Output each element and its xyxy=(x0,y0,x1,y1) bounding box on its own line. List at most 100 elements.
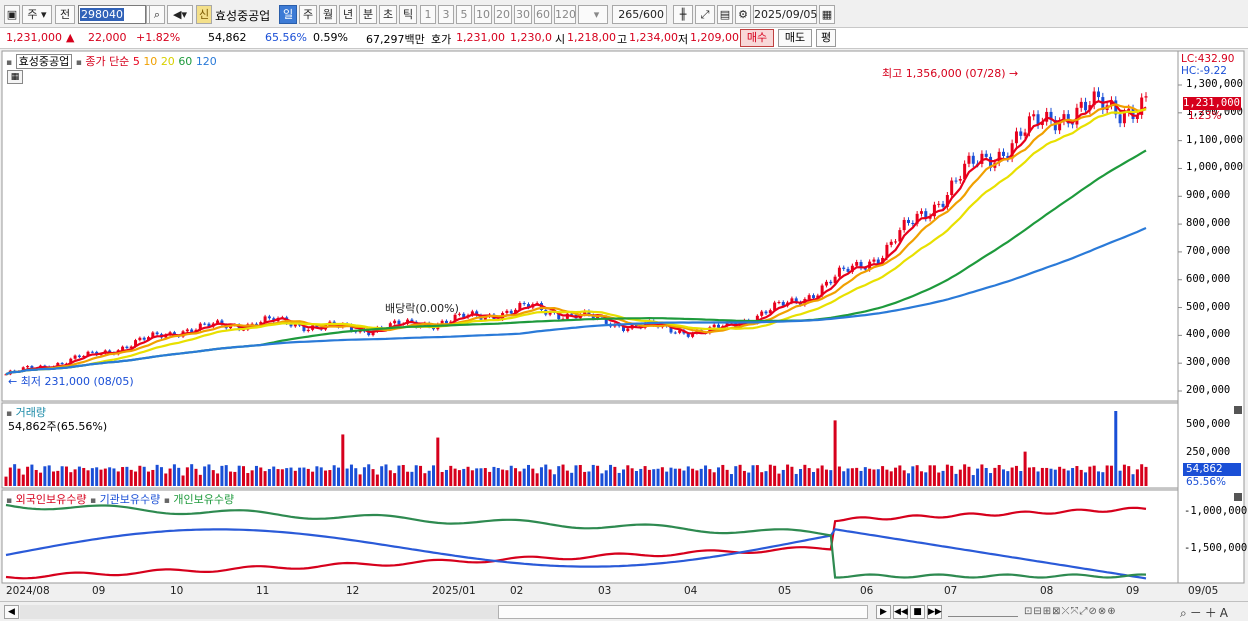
stock-code-input[interactable]: 298040 xyxy=(78,5,146,24)
volume-bar xyxy=(285,468,289,486)
interval-select[interactable]: ▾ xyxy=(578,5,608,24)
volume-bar xyxy=(444,469,448,486)
volume-bar xyxy=(617,472,621,486)
interval-5[interactable]: 5 xyxy=(456,5,472,24)
search-icon[interactable]: ⌕ xyxy=(149,5,165,24)
volume-bar xyxy=(902,470,906,486)
window-icon[interactable]: ▣ xyxy=(4,5,20,24)
prev-button[interactable]: 전 xyxy=(55,5,75,24)
volume-bar xyxy=(950,465,954,486)
volume-pct-tag: 65.56% xyxy=(1186,476,1227,488)
volume-bar xyxy=(760,472,764,486)
volume-bar xyxy=(4,476,8,486)
interval-20[interactable]: 20 xyxy=(494,5,512,24)
ma-120-label[interactable]: 120 xyxy=(195,55,217,68)
ma-60-label[interactable]: 60 xyxy=(178,55,193,68)
sell-button[interactable]: 매도 xyxy=(778,29,812,47)
ma-20-label[interactable]: 20 xyxy=(160,55,175,68)
volume-bar xyxy=(302,467,306,486)
volume-bar xyxy=(298,467,302,486)
volume-bar xyxy=(643,466,647,486)
save-icon[interactable]: ▤ xyxy=(717,5,733,24)
scrollbar[interactable]: ◀ ▶ ◀◀ ■ ▶▶ ⊡⊟⊞⊠⤫⤧⤢⊘⊗⊕ ⌕－＋A xyxy=(0,601,1248,621)
interval-1[interactable]: 1 xyxy=(420,5,436,24)
institution-holding-label[interactable]: 기관보유수량 xyxy=(99,493,161,506)
individual-holding-label[interactable]: 개인보유수량 xyxy=(173,493,235,506)
ma-5-label[interactable]: 5 xyxy=(132,55,140,68)
close-icon[interactable] xyxy=(1234,406,1242,414)
period-minute[interactable]: 분 xyxy=(359,5,377,24)
count-field[interactable]: 265/600 xyxy=(612,5,667,24)
market-select[interactable]: 주 ▾ xyxy=(22,5,52,24)
volume-bar xyxy=(691,468,695,486)
period-tick[interactable]: 틱 xyxy=(399,5,417,24)
period-second[interactable]: 초 xyxy=(379,5,397,24)
volume-bar xyxy=(86,470,90,486)
volume-bar xyxy=(159,467,163,486)
stock-name-tag[interactable]: 효성중공업 xyxy=(15,54,73,69)
holding-tick-1: -1,000,000 xyxy=(1184,505,1248,517)
candle-body xyxy=(669,326,673,333)
candle-body xyxy=(622,326,625,331)
interval-10[interactable]: 10 xyxy=(474,5,492,24)
candle-body xyxy=(591,315,595,319)
stop-icon[interactable]: ■ xyxy=(910,605,925,619)
foreign-holding-label[interactable]: 외국인보유수량 xyxy=(15,493,87,506)
calendar-icon[interactable]: ▦ xyxy=(819,5,835,24)
volume-bar xyxy=(129,469,133,486)
fast-forward-icon[interactable]: ▶▶ xyxy=(927,605,942,619)
candle-body xyxy=(889,241,893,245)
candle-body xyxy=(945,195,949,207)
volume-bar xyxy=(669,467,673,486)
evaluate-button[interactable]: 평 xyxy=(816,29,836,47)
volume-bar xyxy=(522,468,526,486)
ma-20-line xyxy=(5,107,1147,376)
volume-bar xyxy=(647,469,651,486)
rewind-icon[interactable]: ◀◀ xyxy=(893,605,908,619)
volume-bar xyxy=(747,472,751,486)
candle-body xyxy=(725,321,729,327)
grid-icon[interactable]: ▦ xyxy=(7,70,23,84)
volume-bar xyxy=(868,468,872,486)
candle-body xyxy=(1131,108,1135,119)
candle-body xyxy=(203,323,207,325)
volume-bar xyxy=(410,471,414,486)
interval-3[interactable]: 3 xyxy=(438,5,454,24)
volume-bar xyxy=(90,468,94,486)
zoom-slider[interactable] xyxy=(948,607,1018,617)
period-month[interactable]: 월 xyxy=(319,5,337,24)
zoom-tools-icon[interactable]: ⌕－＋A xyxy=(1180,606,1231,620)
candle-body xyxy=(440,320,444,325)
volume-bar xyxy=(704,465,708,486)
period-week[interactable]: 주 xyxy=(299,5,317,24)
stock-name: 효성중공업 xyxy=(215,9,271,23)
play-icon[interactable]: ▶ xyxy=(876,605,891,619)
period-year[interactable]: 년 xyxy=(339,5,357,24)
ma-10-label[interactable]: 10 xyxy=(143,55,158,68)
close-icon[interactable] xyxy=(1234,493,1242,501)
period-day[interactable]: 일 xyxy=(279,5,297,24)
date-field[interactable]: 2025/09/05 xyxy=(753,5,817,24)
candle-body xyxy=(1118,114,1122,124)
scroll-left-icon[interactable]: ◀ xyxy=(4,605,19,619)
x-label: 07 xyxy=(944,585,958,597)
buy-button[interactable]: 매수 xyxy=(740,29,774,47)
open-label: 시 xyxy=(555,33,566,46)
scroll-track[interactable] xyxy=(20,605,498,619)
candle-icon[interactable]: ╫ xyxy=(673,5,693,24)
chart-area[interactable] xyxy=(0,50,1248,601)
volume-bar xyxy=(21,474,25,486)
volume-bar xyxy=(781,469,785,486)
drawing-tools-icon[interactable]: ⊡⊟⊞⊠⤫⤧⤢⊘⊗⊕ xyxy=(1024,606,1117,617)
zoom-icon[interactable]: ⤢ xyxy=(695,5,715,24)
interval-120[interactable]: 120 xyxy=(554,5,576,24)
scroll-thumb[interactable] xyxy=(498,605,868,619)
candle-body xyxy=(1109,100,1113,106)
speaker-icon[interactable]: ◀▾ xyxy=(167,5,193,24)
gear-icon[interactable]: ⚙ xyxy=(735,5,751,24)
volume-bar xyxy=(833,420,837,486)
interval-30[interactable]: 30 xyxy=(514,5,532,24)
volume-bar xyxy=(898,465,902,486)
volume-bar xyxy=(794,473,798,486)
interval-60[interactable]: 60 xyxy=(534,5,552,24)
